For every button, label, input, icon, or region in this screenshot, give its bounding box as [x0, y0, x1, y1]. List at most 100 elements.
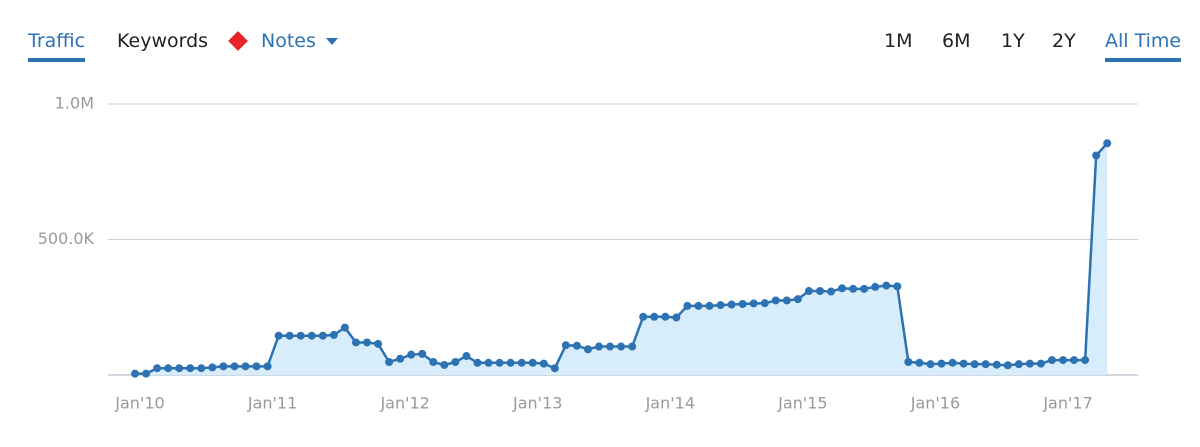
point: [252, 362, 261, 371]
point: [683, 301, 692, 310]
point: [1103, 139, 1112, 148]
x-tick-label: Jan'11: [247, 394, 297, 413]
x-tick-label: Jan'15: [777, 394, 827, 413]
point: [506, 358, 515, 367]
tab[interactable]: Keywords: [117, 30, 209, 52]
point: [716, 301, 725, 310]
notes-icon: [228, 31, 248, 51]
point: [396, 354, 405, 363]
point: [307, 331, 316, 340]
x-tick-label: Jan'17: [1042, 394, 1092, 413]
point: [274, 331, 283, 340]
point: [208, 363, 217, 372]
point: [749, 299, 758, 308]
x-tick-label: Jan'12: [379, 394, 429, 413]
point: [694, 301, 703, 310]
point: [550, 364, 559, 373]
point: [1081, 356, 1090, 365]
point: [418, 349, 427, 358]
point: [639, 312, 648, 321]
x-tick-label: Jan'13: [512, 394, 562, 413]
point: [340, 323, 349, 332]
period[interactable]: 1Y: [1001, 30, 1025, 52]
point: [705, 301, 714, 310]
point: [451, 357, 460, 366]
point: [937, 359, 946, 368]
point: [517, 358, 526, 367]
point: [473, 358, 482, 367]
point: [263, 362, 272, 371]
point: [650, 312, 659, 321]
point: [815, 286, 824, 295]
point: [672, 313, 681, 322]
point: [628, 342, 637, 351]
period[interactable]: All Time: [1105, 28, 1182, 62]
point: [838, 284, 847, 293]
point: [915, 358, 924, 367]
point: [363, 338, 372, 347]
point: [131, 369, 139, 378]
point: [296, 331, 305, 340]
point: [992, 360, 1001, 369]
point: [142, 369, 151, 378]
point: [230, 362, 239, 371]
tab[interactable]: Traffic: [28, 28, 86, 62]
point: [948, 358, 957, 367]
point: [771, 296, 780, 305]
point: [804, 286, 813, 295]
point: [197, 364, 206, 373]
point: [440, 360, 449, 369]
point: [329, 330, 338, 339]
point: [583, 345, 592, 354]
point: [561, 341, 570, 350]
x-tick-label: Jan'10: [114, 394, 164, 413]
point: [1070, 356, 1079, 365]
point: [484, 358, 493, 367]
point: [186, 364, 195, 373]
caret: [325, 38, 338, 45]
point: [606, 342, 615, 351]
y-tick-label: 500.0K: [38, 229, 95, 248]
point: [981, 360, 990, 369]
point: [407, 350, 416, 359]
point: [860, 284, 869, 293]
x-tick-label: Jan'16: [910, 394, 960, 413]
point: [1092, 151, 1101, 160]
point: [241, 362, 250, 371]
point: [1036, 359, 1045, 368]
point: [617, 342, 626, 351]
point: [495, 358, 504, 367]
point: [385, 357, 394, 366]
point: [318, 331, 327, 340]
period[interactable]: 2Y: [1052, 30, 1076, 52]
point: [1003, 361, 1012, 370]
point: [462, 352, 471, 361]
point: [738, 299, 747, 308]
point: [219, 362, 228, 371]
point: [1059, 356, 1068, 365]
point: [782, 296, 791, 305]
period[interactable]: 1M: [884, 30, 913, 52]
point: [528, 358, 537, 367]
point: [175, 364, 184, 373]
point: [760, 299, 769, 308]
point: [595, 342, 604, 351]
x-tick-label: Jan'14: [645, 394, 695, 413]
point: [926, 360, 935, 369]
point: [904, 357, 913, 366]
point: [351, 338, 360, 347]
area: [135, 143, 1108, 375]
period[interactable]: 6M: [942, 30, 971, 52]
point: [539, 359, 548, 368]
point: [727, 300, 736, 309]
point: [153, 364, 162, 373]
point: [1047, 356, 1056, 365]
point: [429, 357, 438, 366]
notes-toggle[interactable]: Notes: [261, 28, 340, 54]
point: [1025, 359, 1034, 368]
point: [871, 282, 880, 291]
point: [661, 312, 670, 321]
point: [882, 281, 891, 290]
